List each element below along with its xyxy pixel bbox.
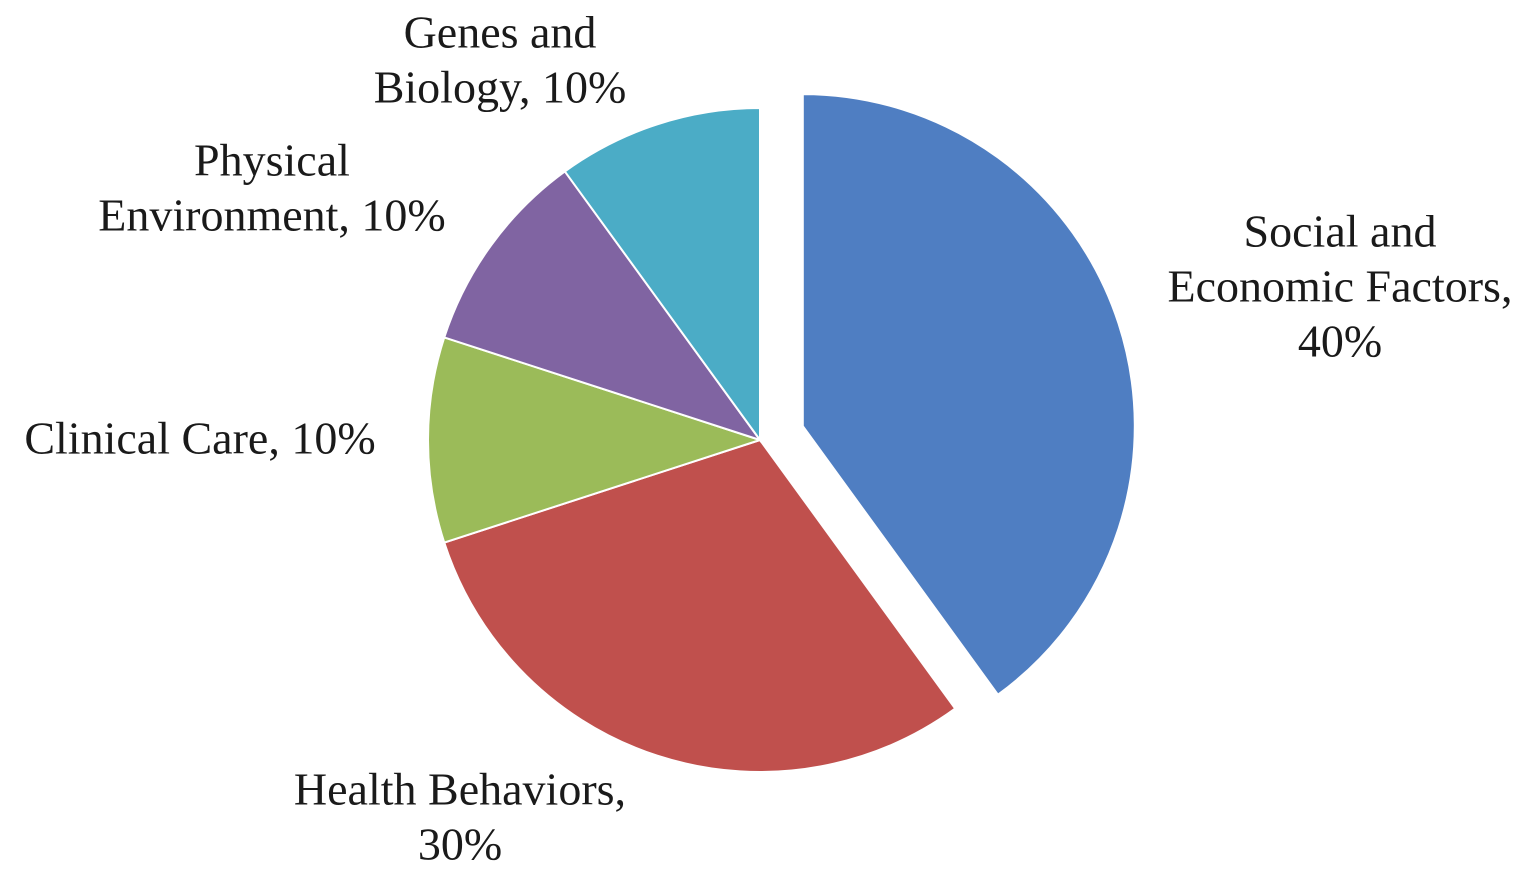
slice-label-line: Economic Factors, (1168, 261, 1513, 312)
pie-slice-social-and-economic-factors (801, 93, 1136, 697)
slice-label-line: 30% (418, 819, 502, 870)
pie-slice-health-behaviors (442, 438, 957, 774)
slice-label-line: Environment, 10% (98, 190, 446, 241)
pie-slice-genes-and-biology (563, 106, 761, 444)
slice-label-line: Genes and (404, 7, 597, 58)
slice-label-line: Social and (1244, 206, 1437, 257)
slice-label-line: Physical (194, 135, 350, 186)
slice-label-genes-and-biology: Genes and Biology, 10% (374, 7, 627, 113)
slice-label-line: Health Behaviors, (294, 764, 626, 815)
slice-label-physical-environment: Physical Environment, 10% (98, 135, 446, 241)
slice-label-social-and-economic-factors: Social and Economic Factors, 40% (1168, 206, 1513, 367)
labels-layer: Social and Economic Factors, 40% Health Beh… (24, 7, 1512, 870)
slice-label-health-behaviors: Health Behaviors, 30% (294, 764, 626, 870)
pie-slice-physical-environment (442, 170, 763, 442)
slice-label-line: Biology, 10% (374, 62, 627, 113)
slice-label-clinical-care: Clinical Care, 10% (24, 413, 375, 464)
pie-slice-clinical-care (426, 336, 764, 544)
slices-layer (426, 93, 1136, 774)
slice-label-line: 40% (1298, 316, 1382, 367)
slice-label-line: Clinical Care, 10% (24, 413, 375, 464)
